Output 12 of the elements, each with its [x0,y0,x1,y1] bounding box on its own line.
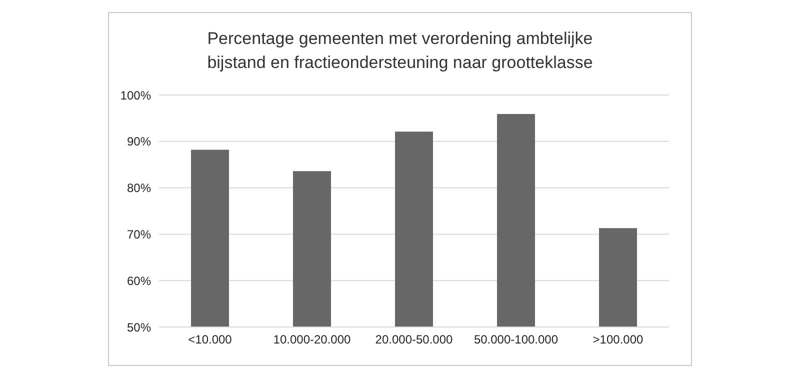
x-tick-label: 20.000-50.000 [375,332,454,347]
x-tick-label: >100.000 [592,332,644,347]
y-tick-label: 50% [126,320,152,334]
chart-title: Percentage gemeenten met verordening ambtelijke bijstand en fractieondersteuning naar grootteklasse [206,28,594,74]
x-tick-label: 10.000-20.000 [273,332,352,347]
y-tick-label: 60% [126,274,152,288]
y-tick-label: 80% [126,181,152,196]
x-tick-label: <10.000 [188,332,232,347]
y-tick-label: 70% [126,227,152,242]
x-tick-label: 50.000-100.000 [474,332,558,347]
y-tick-label: 90% [126,134,152,149]
y-tick-label: 100% [120,88,152,102]
